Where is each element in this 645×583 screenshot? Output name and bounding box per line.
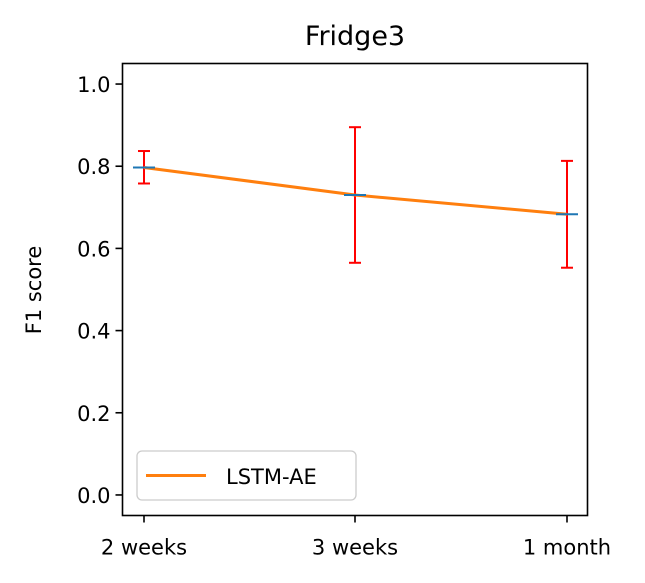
y-tick-label: 0.0 (77, 484, 110, 508)
x-axis-ticks: 2 weeks 3 weeks 1 month (101, 515, 611, 560)
y-tick-label: 0.8 (77, 155, 110, 179)
chart-title: Fridge3 (305, 21, 405, 52)
y-tick-label: 0.4 (77, 320, 110, 344)
y-axis-ticks: 0.0 0.2 0.4 0.6 0.8 1.0 (77, 73, 123, 508)
y-tick-label: 0.2 (77, 402, 110, 426)
series-layer (133, 126, 578, 269)
y-axis-label: F1 score (22, 246, 46, 335)
y-tick-label: 1.0 (77, 73, 110, 97)
x-tick-label: 1 month (523, 536, 611, 560)
plot-frame (121, 62, 589, 517)
x-tick-label: 2 weeks (101, 536, 187, 560)
legend: LSTM-AE (136, 450, 357, 501)
legend-box (136, 450, 357, 501)
x-tick-label: 3 weeks (312, 536, 398, 560)
legend-label-lstm-ae: LSTM-AE (226, 465, 317, 489)
y-tick-label: 0.6 (77, 237, 110, 261)
